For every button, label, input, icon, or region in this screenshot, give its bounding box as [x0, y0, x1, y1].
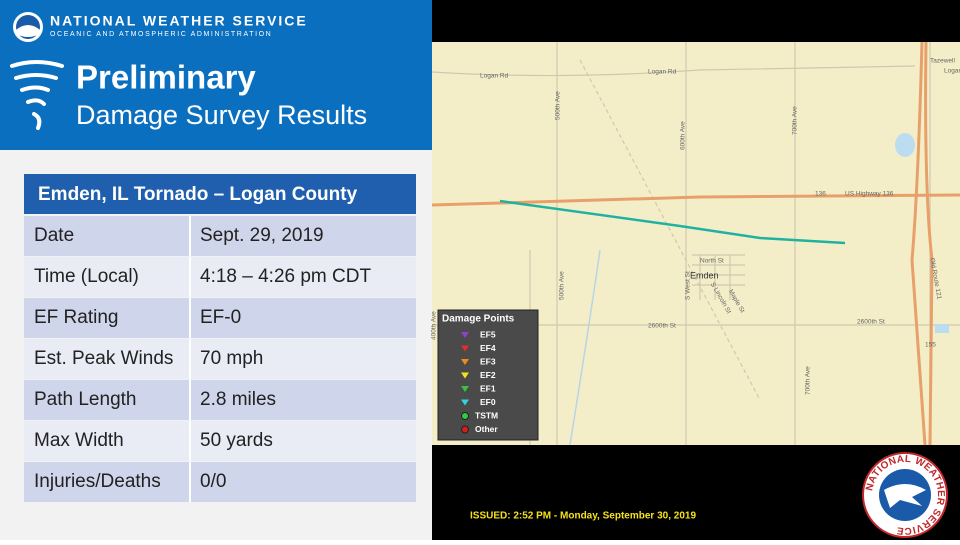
map-label: 2600th St — [857, 319, 885, 326]
table-header — [24, 174, 416, 214]
highway — [431, 193, 960, 207]
map-label: 400th Ave — [431, 311, 438, 340]
tornado-icon — [10, 60, 64, 130]
legend-symbol — [461, 425, 469, 434]
row-value: 4:18 – 4:26 pm CDT — [200, 266, 371, 287]
interstate — [910, 41, 934, 446]
row-value: Sept. 29, 2019 — [200, 225, 324, 246]
legend-symbol — [461, 386, 469, 392]
legend-box — [437, 309, 539, 441]
map-label: S West St — [685, 271, 692, 300]
map-label: 700th Ave — [792, 106, 799, 135]
legend-symbol — [461, 399, 469, 406]
map-label: US Highway 136 — [845, 191, 894, 198]
header-band — [0, 0, 432, 150]
legend-label: EF1 — [480, 383, 496, 393]
legend-symbol — [461, 372, 469, 379]
legend-label: Other — [475, 424, 498, 434]
row-value: 2.8 miles — [200, 389, 276, 410]
legend-title: Damage Points — [442, 314, 515, 325]
issued: ISSUED: 2:52 PM - Monday, September 30, … — [470, 511, 696, 522]
lake — [895, 133, 915, 157]
legend-label: EF2 — [480, 370, 496, 380]
map-label: 500th Ave — [559, 271, 566, 300]
row-value: 50 yards — [200, 430, 273, 451]
roads — [431, 42, 960, 445]
row-value: EF-0 — [200, 307, 241, 328]
legend-symbol — [461, 412, 469, 420]
title: Preliminary — [76, 59, 256, 96]
map-label: 155 — [925, 342, 936, 349]
row-label: Injuries/Deaths — [34, 471, 161, 492]
pond — [935, 324, 949, 333]
row-label: Time (Local) — [34, 266, 139, 287]
nws-logo-bolt — [884, 484, 926, 508]
legend-label: TSTM — [475, 410, 498, 420]
table-row — [24, 298, 416, 338]
org-name: NATIONAL WEATHER SERVICE — [50, 13, 308, 29]
legend-symbol — [461, 332, 469, 338]
map-label: 136 — [815, 191, 826, 198]
map-label: Emden — [690, 270, 719, 280]
row-label: Max Width — [34, 430, 124, 451]
legend-label: EF3 — [480, 356, 496, 366]
legend-label: EF0 — [480, 397, 496, 407]
row-label: Path Length — [34, 389, 136, 410]
table-row — [24, 257, 416, 297]
map-label: North St — [700, 258, 724, 265]
row-value: 70 mph — [200, 348, 263, 369]
map-label: 700th Ave — [805, 366, 812, 395]
row-value: 0/0 — [200, 471, 226, 492]
table-row — [24, 339, 416, 379]
legend-symbol — [461, 359, 469, 365]
legend-symbol — [461, 345, 469, 352]
legend-label: EF4 — [480, 343, 496, 353]
table-title: Emden, IL Tornado – Logan County — [38, 184, 358, 205]
legend-label: EF5 — [480, 329, 496, 339]
row-label: Date — [34, 225, 74, 246]
table-row — [24, 380, 416, 420]
stream — [569, 249, 601, 446]
noaa-bird — [16, 25, 40, 37]
table-row — [24, 421, 416, 461]
row-label: EF Rating — [34, 307, 118, 328]
map-label: Logan Rd — [480, 73, 509, 80]
tornado-track — [499, 199, 846, 245]
map-label: Logan — [944, 68, 960, 75]
table-row — [24, 462, 416, 502]
map-label: 600th Ave — [680, 121, 687, 150]
map-label: Tazewell — [930, 58, 955, 65]
map-label: 500th Ave — [555, 91, 562, 120]
table-row — [24, 216, 416, 256]
map-label: 2600th St — [648, 323, 676, 330]
row-label: Est. Peak Winds — [34, 348, 173, 369]
suborg-name: OCEANIC AND ATMOSPHERIC ADMINISTRATION — [50, 31, 272, 38]
map-label: Logan Rd — [648, 69, 677, 76]
subtitle: Damage Survey Results — [76, 100, 367, 130]
